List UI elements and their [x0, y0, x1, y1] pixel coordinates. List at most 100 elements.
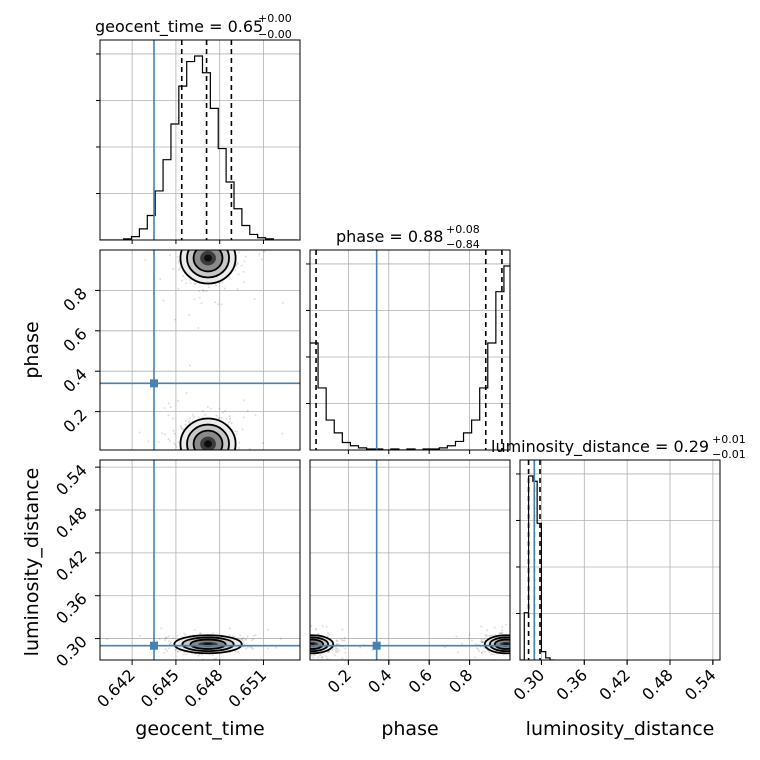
sample-point — [222, 246, 224, 248]
sample-point — [305, 639, 307, 641]
ytick-label: 0.54 — [52, 461, 91, 500]
sample-point — [173, 442, 176, 445]
sample-point — [180, 426, 183, 429]
sample-point — [209, 240, 211, 242]
sample-point — [517, 638, 519, 640]
sample-point — [306, 639, 308, 641]
sample-point — [198, 243, 200, 245]
sample-point — [512, 653, 514, 655]
sample-point — [547, 662, 549, 664]
sample-point — [182, 653, 185, 656]
sample-point — [297, 649, 299, 651]
sample-point — [516, 645, 518, 647]
sample-point — [304, 641, 306, 643]
sample-point — [323, 661, 325, 663]
sample-point — [170, 245, 172, 247]
contour-line-0 — [310, 634, 335, 655]
sample-point — [306, 646, 308, 648]
sample-point — [168, 440, 171, 443]
sample-point — [215, 452, 217, 454]
ytick-label: 0.6 — [59, 324, 90, 355]
sample-point — [191, 461, 193, 463]
sample-point — [302, 660, 304, 662]
sample-point — [191, 470, 193, 472]
sample-point — [205, 236, 207, 238]
sample-point — [207, 463, 209, 465]
sample-point — [210, 455, 212, 457]
sample-point — [207, 454, 209, 456]
sample-point — [480, 638, 483, 641]
sample-point — [188, 417, 191, 420]
sample-point — [513, 640, 515, 642]
sample-point — [229, 451, 231, 453]
sample-point — [184, 633, 187, 636]
sample-point — [204, 469, 206, 471]
sample-point — [510, 647, 512, 649]
sample-point — [202, 233, 204, 235]
sample-point — [514, 640, 516, 642]
sample-point — [514, 646, 516, 648]
sample-point — [77, 623, 79, 625]
sample-point — [230, 451, 232, 453]
sample-point — [482, 638, 485, 641]
sample-point — [498, 632, 501, 635]
sample-point — [306, 647, 308, 649]
sample-point — [193, 451, 195, 453]
sample-point — [301, 641, 303, 643]
sample-point — [222, 242, 224, 244]
sample-point — [201, 653, 204, 656]
sample-point — [172, 450, 174, 452]
sample-point — [222, 473, 224, 475]
sample-point — [227, 455, 229, 457]
sample-point — [172, 268, 175, 271]
sample-point — [527, 645, 529, 647]
xtick-label: 0.48 — [638, 665, 677, 704]
sample-point — [513, 649, 515, 651]
contour-line-0 — [179, 250, 237, 285]
sample-point — [517, 643, 519, 645]
panel-frame — [309, 459, 511, 661]
sample-point — [202, 243, 204, 245]
sample-point — [206, 451, 208, 453]
sample-point — [240, 638, 243, 641]
sample-point — [516, 643, 518, 645]
sample-point — [214, 301, 217, 304]
sample-point — [192, 415, 195, 418]
sample-point — [537, 651, 539, 653]
sample-point — [343, 636, 346, 639]
sample-point — [461, 642, 464, 645]
ytick-label: 0.2 — [59, 405, 90, 436]
sample-point — [222, 411, 225, 414]
sample-point — [305, 644, 307, 646]
sample-point — [211, 229, 213, 231]
sample-point — [235, 454, 237, 456]
panel-hist-phase — [306, 249, 511, 451]
sample-point — [285, 627, 287, 629]
panel-hist-luminosity-distance — [516, 459, 721, 661]
sample-point — [515, 644, 517, 646]
sample-point — [232, 451, 234, 453]
sample-point — [328, 633, 331, 636]
sample-point — [511, 644, 513, 646]
sample-point — [513, 638, 515, 640]
sample-point — [189, 452, 191, 454]
sample-point — [512, 644, 514, 646]
sample-point — [200, 460, 202, 462]
sample-point — [514, 638, 516, 640]
sample-point — [521, 642, 523, 644]
sample-point — [513, 644, 515, 646]
sample-point — [164, 638, 167, 641]
sample-point — [301, 644, 303, 646]
sample-point — [197, 235, 199, 237]
sample-point — [178, 236, 180, 238]
sample-point — [180, 279, 183, 282]
sample-point — [175, 452, 177, 454]
sample-point — [199, 242, 201, 244]
sample-point — [301, 643, 303, 645]
sample-point — [236, 263, 239, 266]
sample-point — [159, 278, 162, 281]
sample-point — [230, 247, 232, 249]
sample-point — [220, 303, 223, 306]
